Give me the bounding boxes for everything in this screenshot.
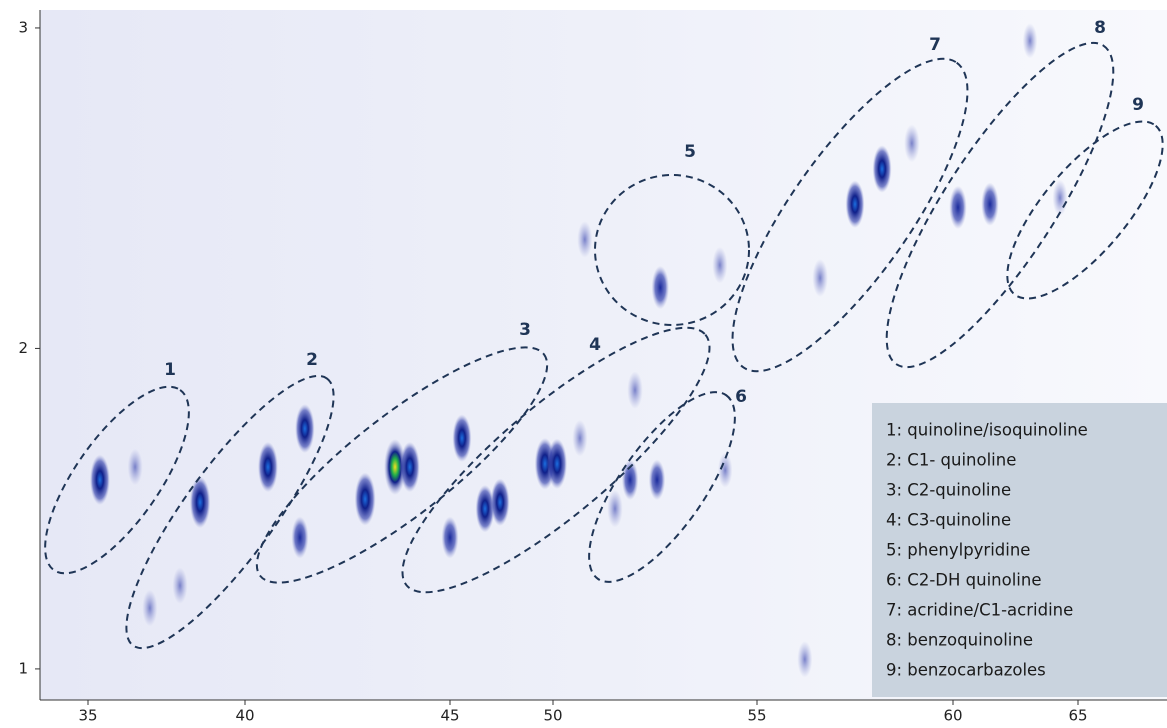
peak — [1053, 180, 1068, 216]
legend-entry: 7: acridine/C1-acridine — [886, 601, 1073, 620]
peak — [491, 478, 510, 526]
peak — [355, 472, 376, 525]
region-label: 9 — [1132, 95, 1144, 115]
legend-entry: 4: C3-quinoline — [886, 511, 1011, 530]
region-label: 5 — [684, 142, 696, 162]
peak — [572, 420, 587, 456]
x-tick-label: 55 — [747, 707, 766, 725]
x-tick-label: 50 — [543, 707, 562, 725]
peak — [142, 590, 157, 626]
peak — [452, 414, 471, 462]
peak — [400, 442, 420, 492]
peak — [846, 180, 865, 228]
peak — [607, 490, 623, 528]
y-tick-label: 1 — [18, 659, 28, 677]
peak — [904, 124, 920, 162]
x-tick-label: 60 — [943, 707, 962, 725]
peak — [873, 145, 892, 193]
legend-entry: 8: benzoquinoline — [886, 631, 1033, 650]
region-label: 4 — [589, 335, 601, 355]
region-label: 1 — [164, 360, 176, 380]
x-tick-label: 40 — [235, 707, 254, 725]
y-tick-label: 2 — [18, 339, 28, 357]
peak — [173, 567, 188, 603]
region-label: 8 — [1094, 18, 1106, 38]
peak — [128, 449, 143, 485]
region-label: 3 — [519, 320, 531, 340]
legend-entry: 2: C1- quinoline — [886, 451, 1016, 470]
peak — [295, 404, 315, 453]
legend-entry: 5: phenylpyridine — [886, 541, 1030, 560]
peak — [949, 186, 967, 229]
peak — [627, 371, 643, 409]
legend-entry: 1: quinoline/isoquinoline — [886, 421, 1088, 440]
peak — [90, 455, 110, 505]
y-tick-label: 3 — [18, 18, 28, 36]
region-label: 6 — [735, 387, 747, 407]
x-tick-label: 35 — [78, 707, 97, 725]
peak — [258, 442, 278, 492]
peak — [547, 439, 567, 489]
x-tick-label: 65 — [1068, 707, 1087, 725]
peak — [652, 266, 670, 309]
peak — [712, 247, 727, 283]
legend-entry: 9: benzocarbazoles — [886, 661, 1046, 680]
region-label: 7 — [929, 35, 941, 55]
legend-entry: 6: C2-DH quinoline — [886, 571, 1041, 590]
legend-entry: 3: C2-quinoline — [886, 481, 1011, 500]
peak — [1023, 23, 1038, 58]
peak — [797, 641, 812, 677]
peak — [812, 259, 828, 297]
peak — [442, 517, 459, 559]
region-label: 2 — [306, 350, 318, 370]
peak — [190, 476, 211, 528]
x-tick-label: 45 — [440, 707, 459, 725]
peak — [649, 460, 666, 501]
peak — [291, 517, 308, 559]
peak — [981, 183, 999, 226]
peak — [577, 221, 592, 257]
chart: 123354045505560651234567891: quinoline/i… — [0, 0, 1167, 724]
